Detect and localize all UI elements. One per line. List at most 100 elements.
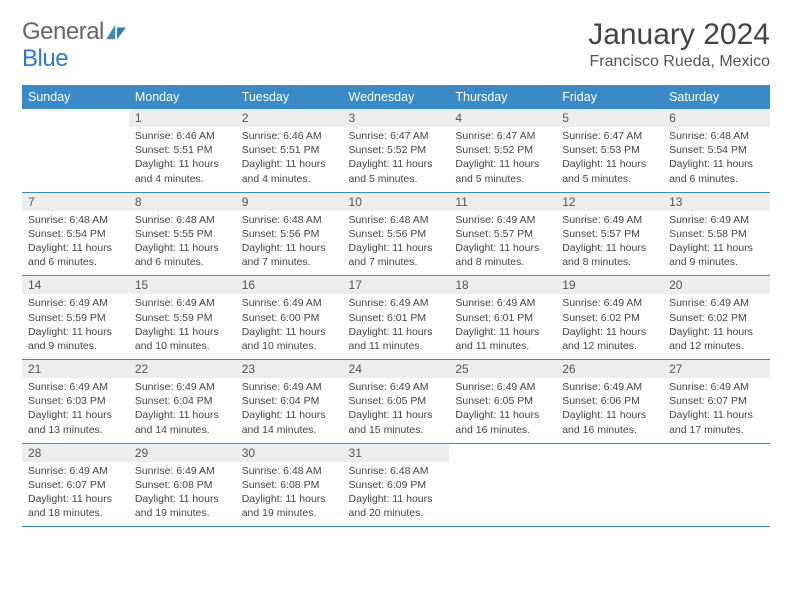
day-detail-cell: Sunrise: 6:46 AMSunset: 5:51 PMDaylight:… (236, 127, 343, 192)
daylight-line: Daylight: 11 hours and 12 minutes. (669, 325, 764, 353)
sunrise-line: Sunrise: 6:49 AM (669, 213, 764, 227)
day-detail-row: Sunrise: 6:49 AMSunset: 6:03 PMDaylight:… (22, 378, 770, 443)
day-number-cell: 25 (449, 360, 556, 379)
day-number-cell (663, 443, 770, 462)
daylight-line: Daylight: 11 hours and 15 minutes. (349, 408, 444, 436)
sunrise-line: Sunrise: 6:49 AM (242, 296, 337, 310)
daylight-line: Daylight: 11 hours and 19 minutes. (135, 492, 230, 520)
sunset-line: Sunset: 6:01 PM (455, 311, 550, 325)
day-detail-cell: Sunrise: 6:49 AMSunset: 6:01 PMDaylight:… (343, 294, 450, 359)
sunrise-line: Sunrise: 6:48 AM (28, 213, 123, 227)
day-detail-cell: Sunrise: 6:49 AMSunset: 5:57 PMDaylight:… (556, 211, 663, 276)
weekday-header: Wednesday (343, 85, 450, 109)
daylight-line: Daylight: 11 hours and 5 minutes. (455, 157, 550, 185)
sunrise-line: Sunrise: 6:49 AM (349, 296, 444, 310)
day-number-row: 14151617181920 (22, 276, 770, 295)
day-number-row: 21222324252627 (22, 360, 770, 379)
weekday-header: Sunday (22, 85, 129, 109)
sunset-line: Sunset: 5:54 PM (669, 143, 764, 157)
daylight-line: Daylight: 11 hours and 5 minutes. (349, 157, 444, 185)
day-number-cell: 4 (449, 109, 556, 127)
day-number-cell: 18 (449, 276, 556, 295)
sunrise-line: Sunrise: 6:49 AM (562, 296, 657, 310)
daylight-line: Daylight: 11 hours and 13 minutes. (28, 408, 123, 436)
day-number-cell: 17 (343, 276, 450, 295)
sunset-line: Sunset: 5:55 PM (135, 227, 230, 241)
day-detail-cell: Sunrise: 6:48 AMSunset: 6:08 PMDaylight:… (236, 462, 343, 527)
sunrise-line: Sunrise: 6:47 AM (455, 129, 550, 143)
day-detail-cell: Sunrise: 6:47 AMSunset: 5:52 PMDaylight:… (343, 127, 450, 192)
day-number-cell: 29 (129, 443, 236, 462)
sunrise-line: Sunrise: 6:48 AM (242, 213, 337, 227)
sunset-line: Sunset: 5:51 PM (135, 143, 230, 157)
sunset-line: Sunset: 6:07 PM (669, 394, 764, 408)
sunrise-line: Sunrise: 6:47 AM (349, 129, 444, 143)
day-detail-cell: Sunrise: 6:49 AMSunset: 6:05 PMDaylight:… (343, 378, 450, 443)
day-detail-cell: Sunrise: 6:49 AMSunset: 6:02 PMDaylight:… (663, 294, 770, 359)
day-detail-cell: Sunrise: 6:49 AMSunset: 6:05 PMDaylight:… (449, 378, 556, 443)
day-number-cell: 21 (22, 360, 129, 379)
daylight-line: Daylight: 11 hours and 19 minutes. (242, 492, 337, 520)
day-number-cell: 3 (343, 109, 450, 127)
sunset-line: Sunset: 6:07 PM (28, 478, 123, 492)
title-block: January 2024 Francisco Rueda, Mexico (588, 18, 770, 71)
sunrise-line: Sunrise: 6:46 AM (242, 129, 337, 143)
day-detail-cell: Sunrise: 6:49 AMSunset: 6:02 PMDaylight:… (556, 294, 663, 359)
daylight-line: Daylight: 11 hours and 7 minutes. (349, 241, 444, 269)
month-title: January 2024 (588, 18, 770, 51)
daylight-line: Daylight: 11 hours and 17 minutes. (669, 408, 764, 436)
day-detail-cell: Sunrise: 6:49 AMSunset: 6:04 PMDaylight:… (129, 378, 236, 443)
day-detail-cell (449, 462, 556, 527)
sunset-line: Sunset: 6:02 PM (562, 311, 657, 325)
weekday-header-row: SundayMondayTuesdayWednesdayThursdayFrid… (22, 85, 770, 109)
logo-text-1: General (22, 18, 104, 46)
sunrise-line: Sunrise: 6:49 AM (242, 380, 337, 394)
sunrise-line: Sunrise: 6:49 AM (669, 296, 764, 310)
weekday-header: Friday (556, 85, 663, 109)
day-number-cell: 11 (449, 192, 556, 211)
day-detail-cell: Sunrise: 6:49 AMSunset: 6:04 PMDaylight:… (236, 378, 343, 443)
day-number-cell: 15 (129, 276, 236, 295)
sunrise-line: Sunrise: 6:49 AM (669, 380, 764, 394)
sunset-line: Sunset: 5:52 PM (349, 143, 444, 157)
sunset-line: Sunset: 5:52 PM (455, 143, 550, 157)
day-detail-row: Sunrise: 6:46 AMSunset: 5:51 PMDaylight:… (22, 127, 770, 192)
sunrise-line: Sunrise: 6:49 AM (28, 464, 123, 478)
day-number-cell: 14 (22, 276, 129, 295)
day-detail-cell: Sunrise: 6:48 AMSunset: 5:55 PMDaylight:… (129, 211, 236, 276)
weekday-header: Tuesday (236, 85, 343, 109)
day-detail-row: Sunrise: 6:49 AMSunset: 5:59 PMDaylight:… (22, 294, 770, 359)
sunset-line: Sunset: 6:01 PM (349, 311, 444, 325)
sunset-line: Sunset: 6:03 PM (28, 394, 123, 408)
day-number-cell (556, 443, 663, 462)
day-detail-cell: Sunrise: 6:48 AMSunset: 6:09 PMDaylight:… (343, 462, 450, 527)
sunset-line: Sunset: 6:00 PM (242, 311, 337, 325)
day-detail-cell: Sunrise: 6:49 AMSunset: 6:01 PMDaylight:… (449, 294, 556, 359)
sunrise-line: Sunrise: 6:49 AM (455, 380, 550, 394)
day-number-cell (449, 443, 556, 462)
sunset-line: Sunset: 5:51 PM (242, 143, 337, 157)
daylight-line: Daylight: 11 hours and 16 minutes. (455, 408, 550, 436)
sunset-line: Sunset: 5:59 PM (28, 311, 123, 325)
sunset-line: Sunset: 5:57 PM (455, 227, 550, 241)
sunrise-line: Sunrise: 6:49 AM (562, 380, 657, 394)
daylight-line: Daylight: 11 hours and 16 minutes. (562, 408, 657, 436)
day-detail-cell: Sunrise: 6:47 AMSunset: 5:53 PMDaylight:… (556, 127, 663, 192)
day-number-cell: 6 (663, 109, 770, 127)
day-number-cell: 12 (556, 192, 663, 211)
day-detail-cell: Sunrise: 6:49 AMSunset: 6:08 PMDaylight:… (129, 462, 236, 527)
weekday-header: Monday (129, 85, 236, 109)
daylight-line: Daylight: 11 hours and 8 minutes. (455, 241, 550, 269)
sunrise-line: Sunrise: 6:49 AM (28, 296, 123, 310)
sunset-line: Sunset: 6:02 PM (669, 311, 764, 325)
sunrise-line: Sunrise: 6:49 AM (349, 380, 444, 394)
day-detail-row: Sunrise: 6:48 AMSunset: 5:54 PMDaylight:… (22, 211, 770, 276)
sunset-line: Sunset: 6:08 PM (242, 478, 337, 492)
day-detail-cell: Sunrise: 6:49 AMSunset: 6:07 PMDaylight:… (22, 462, 129, 527)
day-number-cell: 5 (556, 109, 663, 127)
day-number-cell: 22 (129, 360, 236, 379)
day-number-cell: 1 (129, 109, 236, 127)
sunset-line: Sunset: 5:59 PM (135, 311, 230, 325)
daylight-line: Daylight: 11 hours and 10 minutes. (135, 325, 230, 353)
sunset-line: Sunset: 6:08 PM (135, 478, 230, 492)
